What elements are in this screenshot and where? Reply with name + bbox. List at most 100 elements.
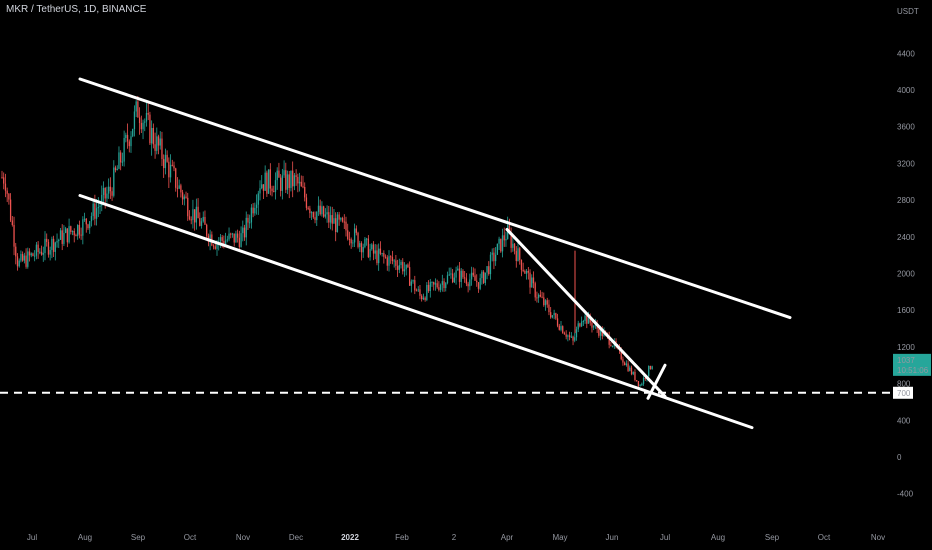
candle-body	[570, 336, 572, 338]
candle-body	[190, 219, 192, 221]
candle-body	[396, 265, 399, 270]
candle-body	[367, 238, 370, 258]
time-axis[interactable]: Jul Aug Sep Oct Nov Dec 2022 Feb 2 Apr May Jun Jul Au…	[27, 533, 885, 542]
candle-body	[257, 193, 259, 205]
candle-body	[381, 253, 383, 255]
candle-body	[80, 234, 82, 236]
candle-body	[560, 326, 562, 330]
candle-body	[221, 237, 223, 241]
candle-body	[460, 270, 462, 282]
price-axis[interactable]: 4400400036003200280024002000160012008004…	[897, 49, 915, 498]
candle-body	[574, 337, 576, 341]
candle-body	[562, 326, 564, 334]
candle-body	[500, 238, 502, 252]
candle-body	[231, 233, 234, 235]
candle-body	[548, 304, 550, 313]
time-tick-label: Dec	[289, 533, 303, 542]
candle-body	[427, 284, 430, 292]
candle-body	[415, 290, 418, 292]
candle-body	[169, 164, 172, 178]
candle-body	[202, 216, 204, 222]
trendline-channel-upper[interactable]	[78, 77, 792, 320]
candle-body	[556, 318, 559, 326]
candle-body	[192, 209, 194, 220]
candle-body	[577, 323, 579, 330]
candle-body	[433, 282, 435, 285]
candle-body	[402, 261, 404, 272]
candle-body	[132, 128, 134, 137]
candle-body	[488, 266, 490, 275]
candle-body	[97, 206, 99, 209]
candle-body	[384, 256, 387, 258]
candle-body	[376, 250, 378, 264]
candle-body	[517, 248, 519, 261]
candle-body	[137, 101, 139, 118]
candle-body	[157, 136, 160, 146]
candle-body	[269, 169, 271, 189]
candle-body	[163, 159, 165, 169]
candle-body	[1, 177, 3, 179]
candle-body	[180, 185, 182, 193]
candle-body	[529, 272, 531, 288]
candle-body	[125, 134, 127, 138]
trendline-descending-resistance[interactable]	[505, 227, 667, 398]
candle-body	[544, 300, 547, 306]
candle-body	[513, 243, 516, 251]
price-tick-label: 400	[897, 416, 911, 425]
candle-body	[553, 313, 555, 316]
candle-body	[568, 335, 571, 337]
candle-body	[164, 154, 167, 169]
candle-body	[39, 251, 41, 253]
candle-body	[78, 224, 81, 235]
candle-body	[154, 144, 156, 151]
candle-body	[639, 385, 641, 387]
candle-body	[46, 238, 48, 242]
candle-body	[149, 114, 151, 144]
candle-body	[340, 217, 342, 220]
candle-body	[543, 297, 545, 306]
price-tick-label: 2400	[897, 233, 915, 242]
candle-body	[587, 315, 590, 324]
candle-body	[498, 238, 500, 244]
trendline-channel-lower[interactable]	[78, 194, 754, 430]
candle-body	[357, 232, 359, 247]
candle-body	[598, 328, 600, 336]
candle-body	[445, 283, 447, 289]
candle-body	[49, 249, 51, 255]
candle-body	[195, 206, 198, 223]
candle-body	[109, 186, 112, 192]
time-tick-label: Oct	[818, 533, 831, 542]
candle-body	[335, 218, 337, 233]
candle-body	[563, 333, 566, 335]
candle-body	[168, 161, 170, 178]
candle-body	[259, 188, 261, 194]
candle-body	[249, 222, 251, 224]
chart-title: MKR / TetherUS, 1D, BINANCE	[6, 4, 147, 15]
candle-body	[152, 127, 155, 145]
candle-body	[206, 224, 208, 236]
candle-body	[267, 169, 270, 194]
candle-body	[52, 238, 55, 252]
candle-body	[519, 248, 521, 260]
candle-body	[608, 335, 610, 345]
candle-body	[305, 197, 308, 208]
candle-body	[565, 334, 567, 337]
candle-body	[582, 320, 585, 322]
candles-layer	[1, 95, 653, 389]
candle-body	[599, 328, 602, 336]
time-tick-label: Jul	[27, 533, 37, 542]
candle-body	[166, 154, 168, 162]
candle-body	[431, 282, 433, 284]
candle-body	[95, 208, 98, 219]
time-tick-label: 2022	[341, 533, 359, 542]
price-tick-label: 3200	[897, 159, 915, 168]
candle-body	[436, 283, 438, 288]
candle-body	[219, 237, 222, 242]
candle-body	[238, 237, 241, 247]
candle-body	[403, 269, 406, 272]
candle-body	[469, 279, 471, 287]
candle-body	[410, 281, 413, 286]
candle-body	[226, 239, 228, 241]
level-label: 700	[897, 389, 911, 398]
